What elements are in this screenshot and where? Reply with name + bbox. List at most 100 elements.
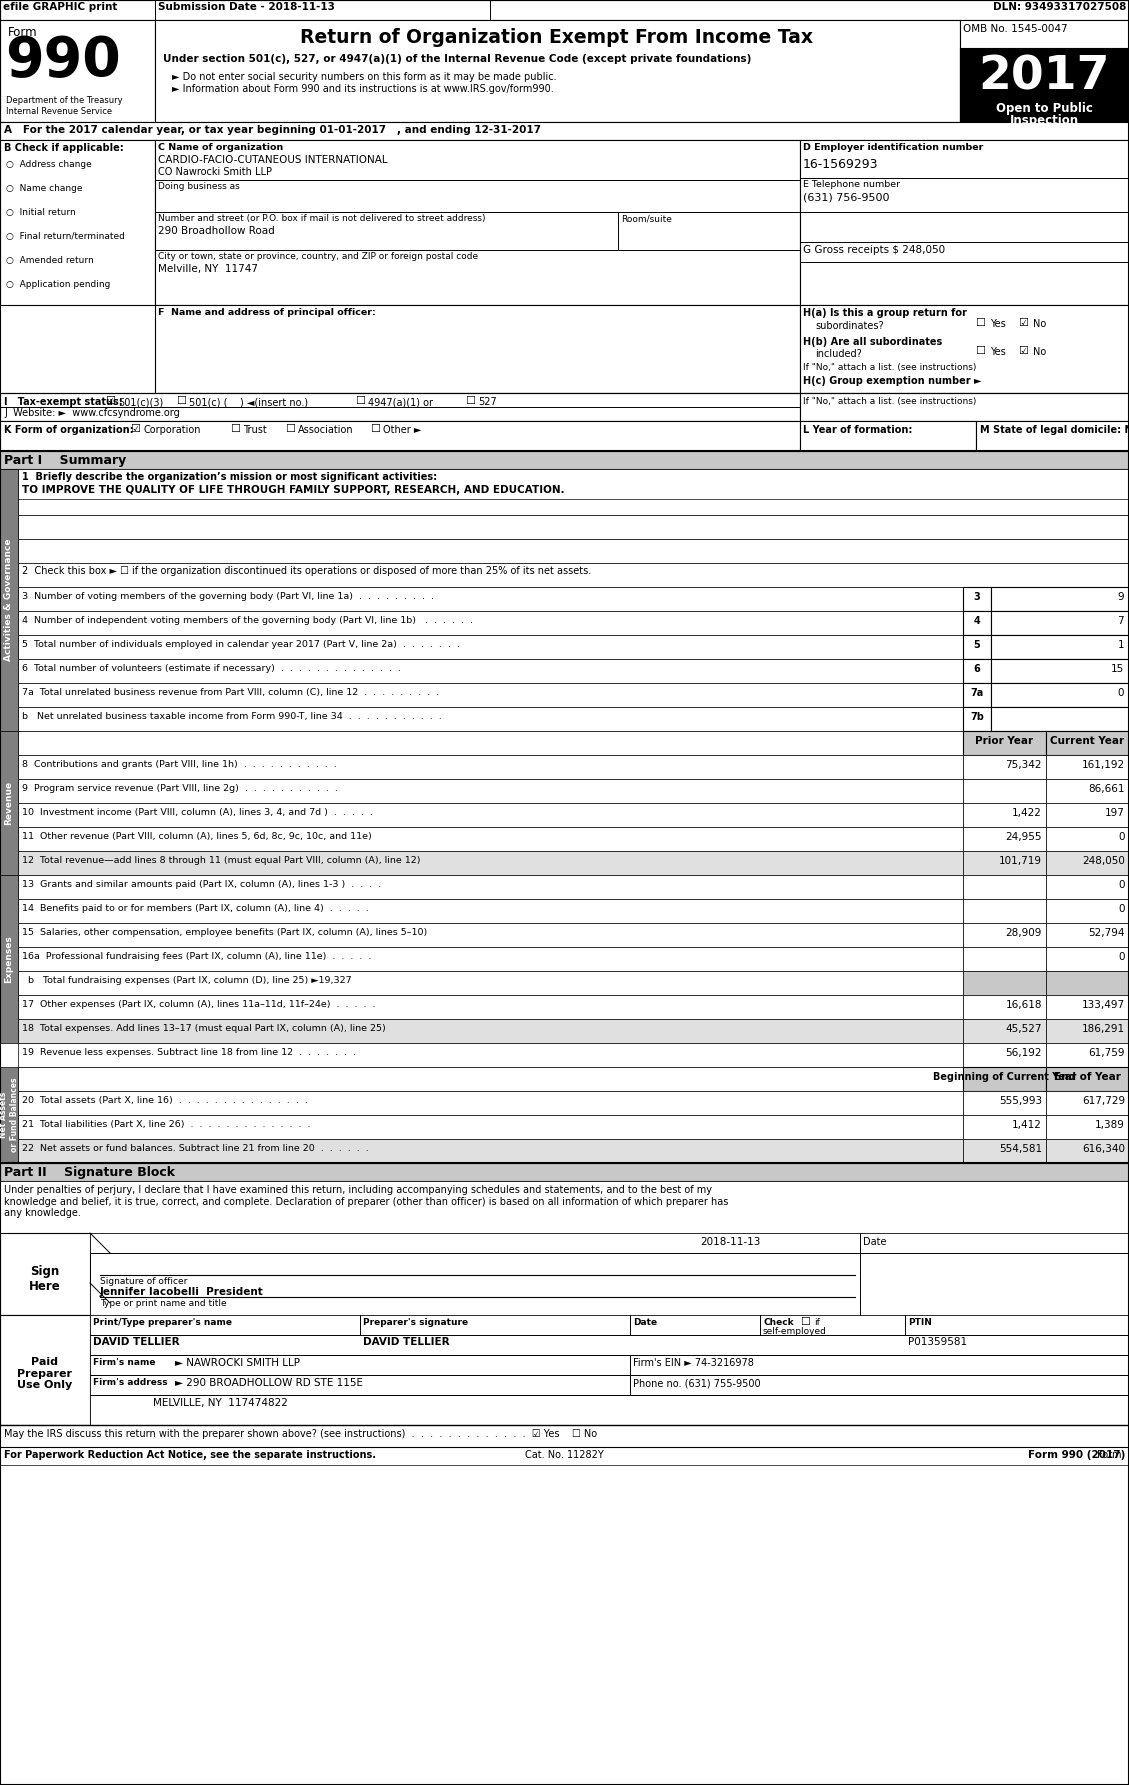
- Text: DLN: 93493317027508: DLN: 93493317027508: [992, 2, 1126, 12]
- Text: No: No: [1033, 320, 1047, 328]
- Text: 21  Total liabilities (Part X, line 26)  .  .  .  .  .  .  .  .  .  .  .  .  .  : 21 Total liabilities (Part X, line 26) .…: [21, 1119, 310, 1128]
- Text: Current Year: Current Year: [1050, 735, 1124, 746]
- Text: Signature of officer: Signature of officer: [100, 1276, 187, 1285]
- Bar: [1045, 1091, 1129, 1116]
- Text: 501(c) (    ) ◄(insert no.): 501(c) ( ) ◄(insert no.): [189, 396, 308, 407]
- Bar: [1045, 948, 1129, 971]
- Text: Association: Association: [298, 425, 353, 436]
- Bar: [18, 732, 963, 755]
- Text: ☑: ☑: [1018, 346, 1029, 355]
- Text: ○  Name change: ○ Name change: [6, 184, 82, 193]
- Bar: [18, 610, 963, 635]
- Text: Under penalties of perjury, I declare that I have examined this return, includin: Under penalties of perjury, I declare th…: [5, 1185, 728, 1217]
- Text: J  Website: ►  www.cfcsyndrome.org: J Website: ► www.cfcsyndrome.org: [5, 409, 180, 418]
- Bar: [1045, 826, 1129, 851]
- Text: ☐: ☐: [230, 425, 240, 434]
- Text: Department of the Treasury: Department of the Treasury: [6, 96, 123, 105]
- Bar: [155, 139, 800, 305]
- Text: ► Information about Form 990 and its instructions is at www.IRS.gov/form990.: ► Information about Form 990 and its ins…: [172, 84, 553, 95]
- Text: 133,497: 133,497: [1082, 1000, 1124, 1010]
- Bar: [18, 539, 1129, 562]
- Bar: [0, 732, 18, 875]
- Text: 7a  Total unrelated business revenue from Part VIII, column (C), line 12  .  .  : 7a Total unrelated business revenue from…: [21, 687, 439, 696]
- Text: Return of Organization Exempt From Income Tax: Return of Organization Exempt From Incom…: [300, 29, 814, 46]
- Bar: [18, 1042, 963, 1067]
- Text: 4  Number of independent voting members of the governing body (Part VI, line 1b): 4 Number of independent voting members o…: [21, 616, 473, 625]
- Text: 17  Other expenses (Part IX, column (A), lines 11a–11d, 11f–24e)  .  .  .  .  .: 17 Other expenses (Part IX, column (A), …: [21, 1000, 376, 1009]
- Bar: [991, 587, 1129, 610]
- Text: G Gross receipts $ 248,050: G Gross receipts $ 248,050: [803, 245, 945, 255]
- Text: 8  Contributions and grants (Part VIII, line 1h)  .  .  .  .  .  .  .  .  .  .  : 8 Contributions and grants (Part VIII, l…: [21, 760, 336, 769]
- Text: Inspection: Inspection: [1009, 114, 1078, 127]
- Text: 16-1569293: 16-1569293: [803, 159, 878, 171]
- Bar: [0, 1164, 1129, 1182]
- Text: Corporation: Corporation: [143, 425, 201, 436]
- Text: ☑: ☑: [130, 425, 140, 434]
- Bar: [963, 875, 1045, 900]
- Text: Internal Revenue Service: Internal Revenue Service: [6, 107, 112, 116]
- Bar: [1045, 923, 1129, 948]
- Text: D Employer identification number: D Employer identification number: [803, 143, 983, 152]
- Bar: [963, 684, 991, 707]
- Bar: [1045, 994, 1129, 1019]
- Text: DAVID TELLIER: DAVID TELLIER: [364, 1337, 449, 1348]
- Text: 617,729: 617,729: [1082, 1096, 1124, 1107]
- Bar: [963, 755, 1045, 778]
- Text: Check: Check: [763, 1317, 794, 1326]
- Bar: [963, 1067, 1045, 1091]
- Text: City or town, state or province, country, and ZIP or foreign postal code: City or town, state or province, country…: [158, 252, 478, 261]
- Bar: [90, 1316, 1129, 1424]
- Text: Firm's EIN ► 74-3216978: Firm's EIN ► 74-3216978: [633, 1358, 754, 1367]
- Bar: [18, 635, 963, 659]
- Text: 6: 6: [973, 664, 980, 675]
- Bar: [800, 139, 1129, 305]
- Text: 101,719: 101,719: [999, 857, 1042, 866]
- Text: H(b) Are all subordinates: H(b) Are all subordinates: [803, 337, 943, 346]
- Text: 1: 1: [1118, 641, 1124, 650]
- Text: May the IRS discuss this return with the preparer shown above? (see instructions: May the IRS discuss this return with the…: [5, 1430, 597, 1439]
- Text: Form: Form: [8, 27, 37, 39]
- Text: 16a  Professional fundraising fees (Part IX, column (A), line 11e)  .  .  .  .  : 16a Professional fundraising fees (Part …: [21, 951, 371, 960]
- Text: 9  Program service revenue (Part VIII, line 2g)  .  .  .  .  .  .  .  .  .  .  .: 9 Program service revenue (Part VIII, li…: [21, 784, 338, 793]
- Text: Revenue: Revenue: [5, 782, 14, 825]
- Bar: [0, 393, 800, 421]
- Bar: [18, 707, 963, 732]
- Text: ☐: ☐: [370, 425, 380, 434]
- Text: Preparer's signature: Preparer's signature: [364, 1317, 469, 1326]
- Text: No: No: [1033, 346, 1047, 357]
- Text: OMB No. 1545-0047: OMB No. 1545-0047: [963, 23, 1068, 34]
- Text: efile GRAPHIC print: efile GRAPHIC print: [3, 2, 117, 12]
- Text: ☐: ☐: [465, 396, 475, 405]
- Bar: [0, 421, 800, 452]
- Text: 290 Broadhollow Road: 290 Broadhollow Road: [158, 227, 274, 236]
- Text: 186,291: 186,291: [1082, 1025, 1124, 1034]
- Bar: [963, 610, 991, 635]
- Bar: [0, 1233, 90, 1316]
- Bar: [18, 1091, 963, 1116]
- Bar: [991, 610, 1129, 635]
- Text: Date: Date: [863, 1237, 886, 1248]
- Bar: [0, 469, 18, 732]
- Text: 2018-11-13: 2018-11-13: [700, 1237, 760, 1248]
- Bar: [18, 659, 963, 684]
- Text: 15: 15: [1111, 664, 1124, 675]
- Bar: [963, 635, 991, 659]
- Bar: [963, 659, 991, 684]
- Text: included?: included?: [815, 350, 861, 359]
- Bar: [963, 923, 1045, 948]
- Bar: [960, 20, 1129, 121]
- Text: Part II    Signature Block: Part II Signature Block: [5, 1166, 175, 1180]
- Bar: [155, 20, 960, 121]
- Bar: [963, 732, 1045, 755]
- Bar: [0, 139, 155, 305]
- Bar: [18, 1067, 963, 1091]
- Text: Form: Form: [1097, 1449, 1124, 1460]
- Bar: [1045, 1067, 1129, 1091]
- Text: E Telephone number: E Telephone number: [803, 180, 900, 189]
- Text: ☐: ☐: [285, 425, 295, 434]
- Text: Cat. No. 11282Y: Cat. No. 11282Y: [525, 1449, 603, 1460]
- Text: Other ►: Other ►: [383, 425, 421, 436]
- Text: H(a) Is this a group return for: H(a) Is this a group return for: [803, 309, 966, 318]
- Bar: [963, 1091, 1045, 1116]
- Bar: [800, 421, 975, 452]
